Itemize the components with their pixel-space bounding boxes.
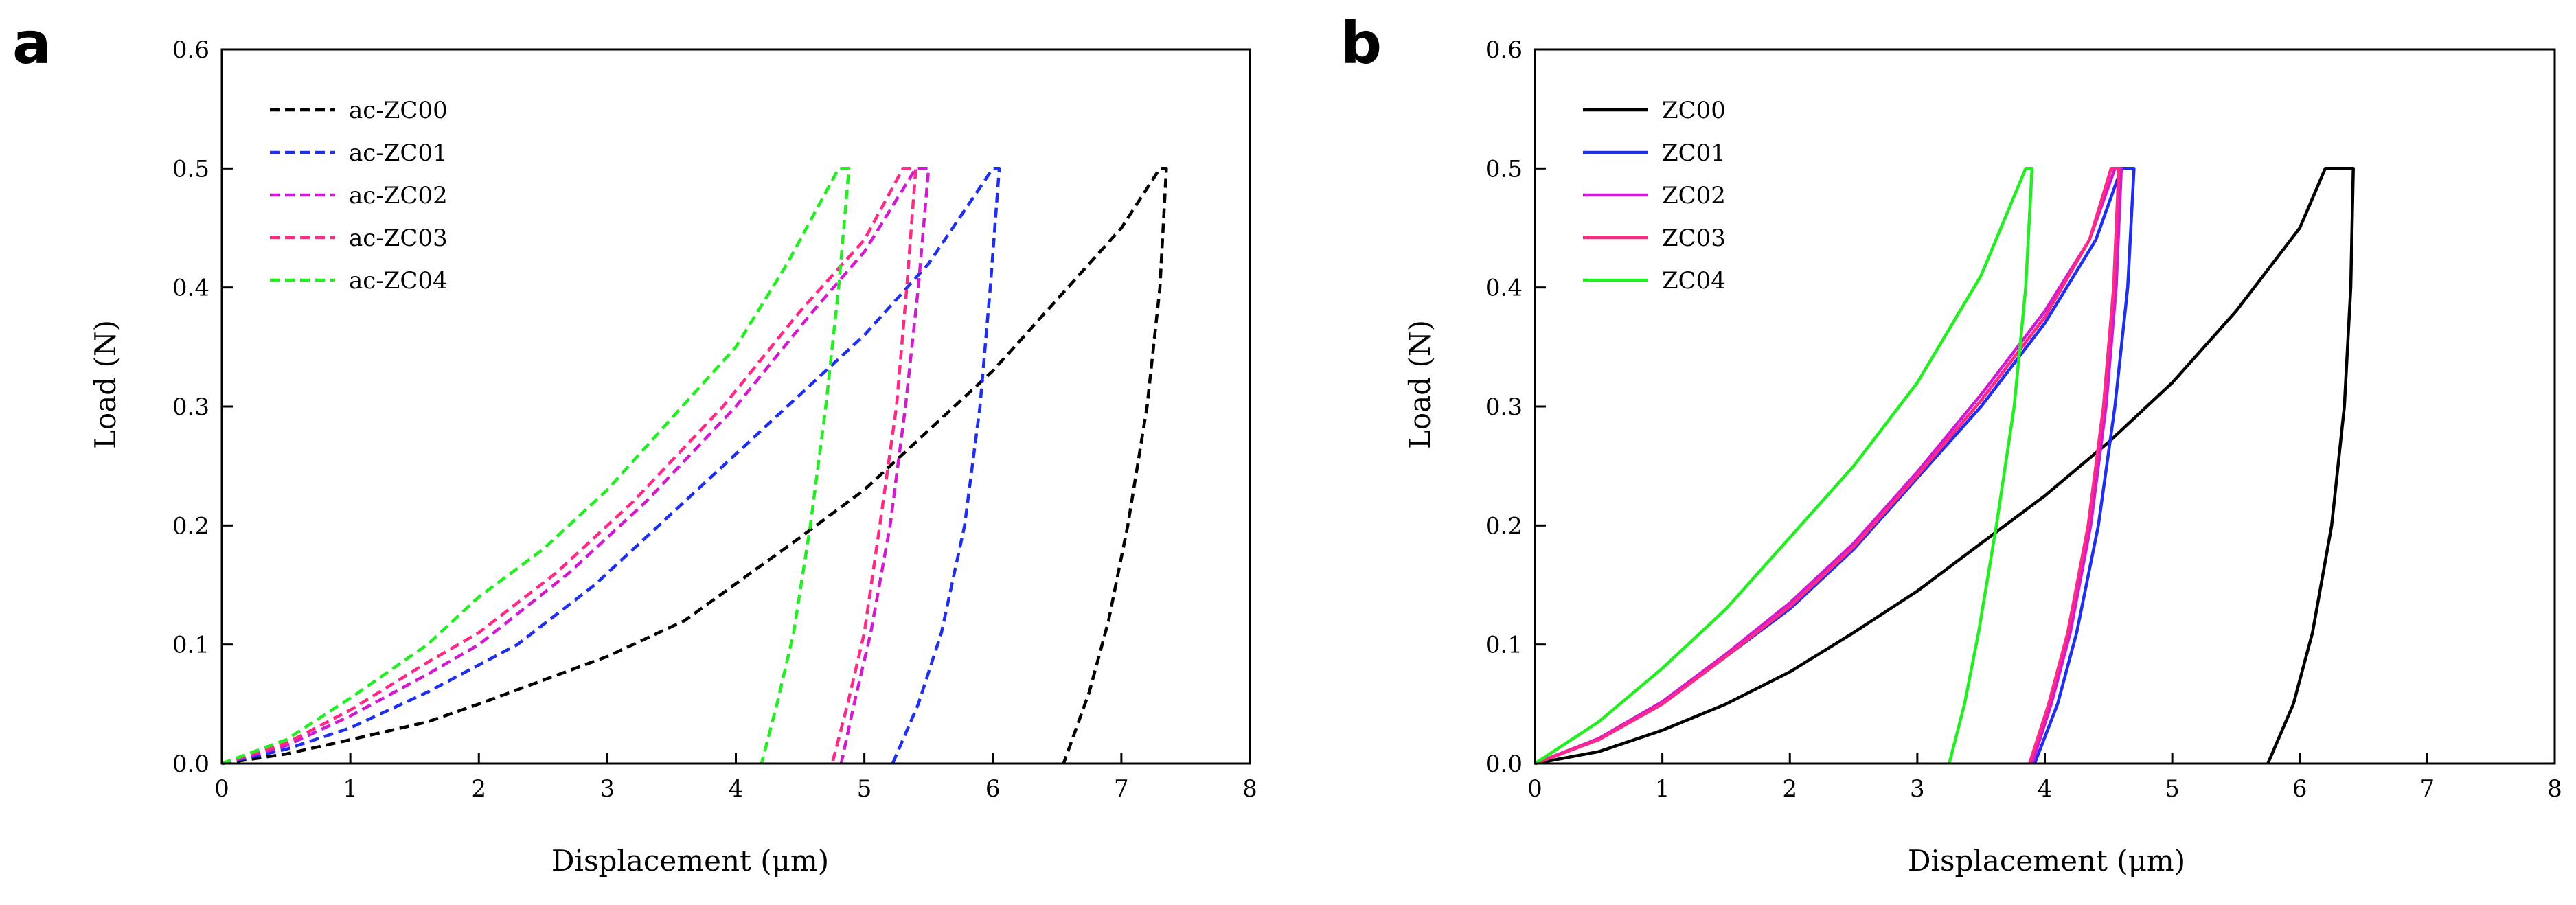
panel-a-y-tick-label: 0.0: [172, 751, 209, 778]
panel-a-legend-label: ac-ZC01: [349, 139, 448, 167]
panel-b-series-zc01: [1534, 167, 2136, 766]
panel-a-x-tick-label: 1: [343, 775, 358, 803]
panel-a-x-tick-label: 7: [1114, 775, 1129, 803]
panel-a-y-tick-label: 0.3: [172, 393, 209, 421]
panel-a-y-tick-label: 0.5: [172, 155, 209, 183]
panel-a-y-tick-label: 0.2: [172, 512, 209, 540]
panel-b-legend-label: ZC02: [1662, 182, 1726, 209]
panel-a-ylabel: Load (N): [89, 320, 122, 449]
panel-b-y-tick-label: 0.6: [1485, 36, 1523, 64]
panel-b-x-tick-label: 1: [1655, 775, 1670, 803]
panel-a-y-tick-label: 0.6: [172, 36, 209, 64]
panel-a-x-tick-label: 8: [1242, 775, 1257, 803]
panel-a-series-ac-zc02: [221, 167, 931, 766]
panel-b-ylabel: Load (N): [1403, 320, 1437, 449]
panel-a-x-tick-label: 4: [729, 775, 744, 803]
panel-a-letter: a: [12, 10, 52, 77]
panel-a-plot: 0 1 2 3 4 5 6 7 8 0.0 0.1 0.2 0.3 0.4 0.5 0.6 ac-ZC00 ac-…: [172, 36, 1257, 803]
panel-b-letter: b: [1341, 10, 1382, 77]
panel-a-legend-label: ac-ZC03: [349, 225, 448, 252]
panel-a-legend-label: ac-ZC00: [349, 97, 448, 124]
panel-b-y-tick-label: 0.4: [1485, 275, 1523, 302]
panel-b-y-tick-label: 0.5: [1485, 155, 1523, 183]
panel-b-x-tick-label: 7: [2420, 775, 2435, 803]
panel-b-xlabel: Displacement (μm): [1908, 844, 2185, 878]
panel-b-x-tick-label: 2: [1782, 775, 1797, 803]
panel-b-series-zc03: [1534, 167, 2121, 766]
panel-b-series-zc02: [1534, 167, 2123, 766]
panel-b-legend-label: ZC01: [1662, 139, 1726, 167]
panel-a-series-ac-zc00: [221, 167, 1168, 766]
panel-b-x-tick-label: 5: [2165, 775, 2180, 803]
panel-a-y-tick-label: 0.4: [172, 275, 209, 302]
panel-b-y-tick-label: 0.3: [1485, 393, 1523, 421]
panel-b-plot: 0 1 2 3 4 5 6 7 8 0.0 0.1 0.2 0.3 0.4 0.5 0.6 ZC00 ZC01 ZC…: [1485, 36, 2562, 803]
panel-a-legend-label: ac-ZC02: [349, 182, 448, 209]
panel-b-x-tick-label: 4: [2038, 775, 2053, 803]
panel-b-y-tick-label: 0.2: [1485, 512, 1523, 540]
panel-b-series-zc04: [1534, 167, 2034, 765]
panel-b-x-tick-label: 3: [1910, 775, 1925, 803]
panel-a-series-ac-zc03: [221, 167, 917, 766]
panel-b: b 0 1 2 3 4 5 6 7 8 0.0 0.1 0.2 0.3 0.4 0.5 0.6 ZC00 ZC01…: [1341, 10, 2562, 878]
panel-b-y-tick-label: 0.1: [1485, 632, 1523, 659]
panel-a: a 0 1 2 3 4 5 6 7 8 0.0 0.1 0.2 0.3 0.4 0.5 0.6 ac-ZC00 a…: [12, 10, 1257, 878]
panel-b-series-zc00: [1534, 167, 2355, 766]
panel-a-legend-label: ac-ZC04: [349, 267, 448, 295]
panel-b-x-tick-label: 6: [2292, 775, 2307, 803]
panel-b-legend-label: ZC00: [1662, 97, 1726, 124]
panel-a-series-ac-zc01: [221, 167, 1001, 766]
panel-a-xlabel: Displacement (μm): [551, 844, 829, 878]
panel-a-series-ac-zc04: [221, 167, 851, 766]
panel-a-x-tick-label: 0: [214, 775, 229, 803]
panel-a-y-tick-label: 0.1: [172, 632, 209, 659]
panel-b-x-tick-label: 0: [1527, 775, 1542, 803]
panel-a-x-tick-label: 5: [857, 775, 872, 803]
panel-a-x-tick-label: 3: [600, 775, 615, 803]
panel-b-y-tick-label: 0.0: [1485, 751, 1523, 778]
panel-a-x-tick-label: 2: [471, 775, 486, 803]
panel-a-x-tick-label: 6: [985, 775, 1001, 803]
panel-b-x-tick-label: 8: [2547, 775, 2562, 803]
panel-b-legend-label: ZC04: [1662, 267, 1726, 295]
panel-b-legend-label: ZC03: [1662, 225, 1726, 252]
